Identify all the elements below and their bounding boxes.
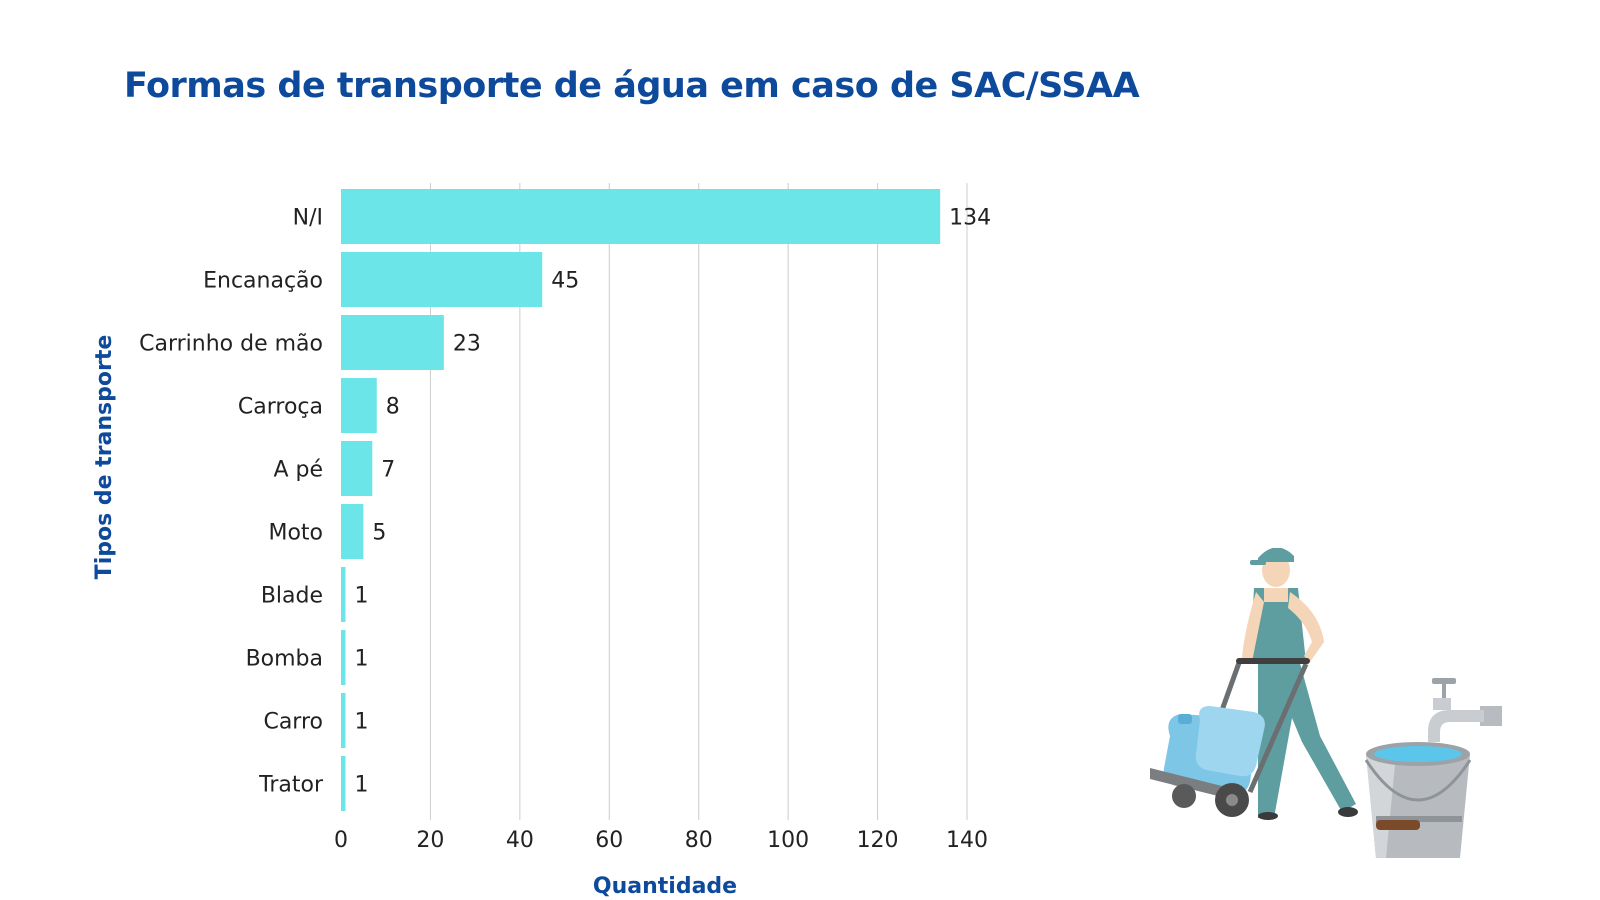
- x-axis-title: Quantidade: [593, 874, 737, 899]
- chart-title: Formas de transporte de água em caso de …: [124, 66, 1140, 106]
- bar: [341, 441, 373, 496]
- category-label: Bomba: [246, 647, 323, 672]
- x-tick-label: 140: [946, 828, 988, 853]
- category-label: N/I: [293, 206, 323, 231]
- category-label: Blade: [261, 584, 323, 609]
- value-label: 1: [354, 584, 368, 609]
- x-tick-label: 40: [506, 828, 534, 853]
- category-label: Carro: [263, 710, 323, 735]
- bar: [341, 567, 346, 622]
- value-label: 134: [949, 206, 991, 231]
- bar: [341, 630, 346, 685]
- value-label: 23: [453, 332, 481, 357]
- category-labels: N/I Encanação Carrinho de mão Carroça A pé Mo…: [139, 206, 324, 798]
- x-tick-label: 0: [334, 828, 348, 853]
- value-label: 1: [354, 710, 368, 735]
- bar-chart: N/I Encanação Carrinho de mão Carroça A pé Mo…: [92, 183, 991, 899]
- category-label: Trator: [258, 773, 324, 798]
- x-tick-labels: 0 20 40 60 80 100 120 140: [334, 828, 988, 853]
- bar: [341, 504, 364, 559]
- category-label: Carroça: [238, 395, 323, 420]
- value-labels: 134 45 23 8 7 5 1 1 1 1: [354, 206, 991, 798]
- value-label: 7: [381, 458, 395, 483]
- bars: [341, 189, 941, 811]
- category-label: Encanação: [203, 269, 323, 294]
- x-tick-label: 60: [595, 828, 623, 853]
- x-tick-label: 20: [416, 828, 444, 853]
- value-label: 1: [354, 773, 368, 798]
- worker-pushing-water-jug-cart-with-faucet-and-bucket-icon: [1150, 548, 1502, 858]
- bar: [341, 315, 444, 370]
- value-label: 8: [386, 395, 400, 420]
- y-axis-title: Tipos de transporte: [92, 335, 117, 580]
- bar: [341, 693, 346, 748]
- value-label: 5: [372, 521, 386, 546]
- value-label: 45: [551, 269, 579, 294]
- x-tick-label: 80: [685, 828, 713, 853]
- value-label: 1: [354, 647, 368, 672]
- category-label: Moto: [268, 521, 323, 546]
- bar: [341, 756, 346, 811]
- bar: [341, 189, 941, 244]
- category-label: A pé: [273, 458, 323, 483]
- bar: [341, 252, 543, 307]
- bar: [341, 378, 377, 433]
- x-tick-label: 120: [857, 828, 899, 853]
- x-tick-label: 100: [767, 828, 809, 853]
- category-label: Carrinho de mão: [139, 332, 323, 357]
